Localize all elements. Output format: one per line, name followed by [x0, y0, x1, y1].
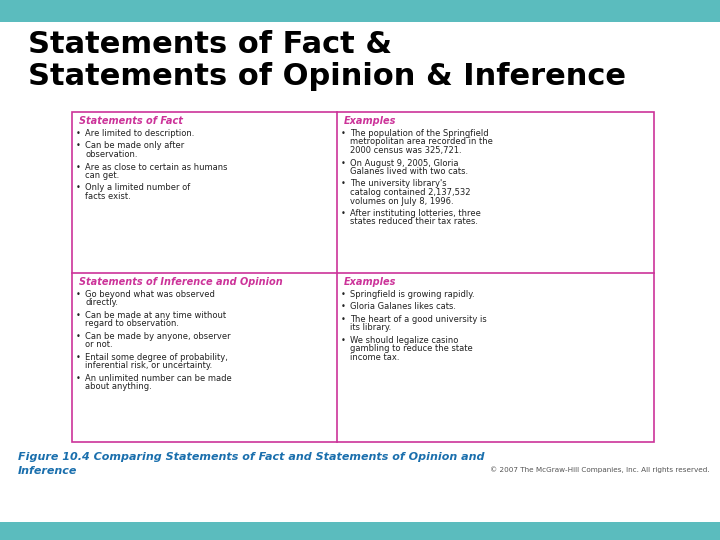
Text: Statements of Fact: Statements of Fact — [79, 116, 183, 126]
Text: •: • — [341, 302, 346, 311]
Text: •: • — [341, 179, 346, 188]
Text: its library.: its library. — [350, 323, 391, 332]
Text: income tax.: income tax. — [350, 353, 400, 362]
Text: Statements of Opinion & Inference: Statements of Opinion & Inference — [28, 62, 626, 91]
Text: Can be made at any time without: Can be made at any time without — [85, 310, 226, 320]
Text: Are as close to certain as humans: Are as close to certain as humans — [85, 163, 228, 172]
Text: Can be made by anyone, observer: Can be made by anyone, observer — [85, 332, 230, 341]
Text: states reduced their tax rates.: states reduced their tax rates. — [350, 218, 478, 226]
Text: metropolitan area recorded in the: metropolitan area recorded in the — [350, 138, 492, 146]
Text: catalog contained 2,137,532: catalog contained 2,137,532 — [350, 188, 470, 197]
Text: Statements of Fact &: Statements of Fact & — [28, 30, 392, 59]
Text: Statements of Inference and Opinion: Statements of Inference and Opinion — [79, 276, 283, 287]
Text: Can be made only after: Can be made only after — [85, 141, 184, 151]
Text: facts exist.: facts exist. — [85, 192, 131, 201]
Text: volumes on July 8, 1996.: volumes on July 8, 1996. — [350, 197, 454, 206]
Text: •: • — [76, 332, 81, 341]
Text: Examples: Examples — [344, 116, 396, 126]
Text: Are limited to description.: Are limited to description. — [85, 129, 194, 138]
Text: •: • — [76, 374, 81, 383]
Text: •: • — [76, 163, 81, 172]
Bar — [0, 0, 720, 22]
Text: or not.: or not. — [85, 340, 112, 349]
Text: The population of the Springfield: The population of the Springfield — [350, 129, 488, 138]
Text: Gloria Galanes likes cats.: Gloria Galanes likes cats. — [350, 302, 456, 311]
Text: •: • — [341, 315, 346, 323]
Text: © 2007 The McGraw-Hill Companies, Inc. All rights reserved.: © 2007 The McGraw-Hill Companies, Inc. A… — [490, 466, 710, 472]
Text: •: • — [341, 129, 346, 138]
Text: about anything.: about anything. — [85, 382, 152, 391]
Text: The heart of a good university is: The heart of a good university is — [350, 315, 487, 323]
Text: •: • — [76, 184, 81, 192]
Text: directly.: directly. — [85, 298, 118, 307]
Text: •: • — [341, 336, 346, 345]
Text: Figure 10.4 Comparing Statements of Fact and Statements of Opinion and: Figure 10.4 Comparing Statements of Fact… — [18, 452, 485, 462]
Text: Springfield is growing rapidly.: Springfield is growing rapidly. — [350, 289, 474, 299]
Text: •: • — [76, 129, 81, 138]
Bar — [72, 112, 654, 442]
Text: •: • — [341, 289, 346, 299]
Text: •: • — [76, 353, 81, 362]
Text: •: • — [76, 289, 81, 299]
Bar — [0, 522, 720, 540]
Text: •: • — [76, 141, 81, 151]
Text: observation.: observation. — [85, 150, 138, 159]
Text: On August 9, 2005, Gloria: On August 9, 2005, Gloria — [350, 159, 459, 167]
Text: •: • — [341, 209, 346, 218]
Text: Examples: Examples — [344, 276, 396, 287]
Text: gambling to reduce the state: gambling to reduce the state — [350, 344, 472, 353]
Text: After instituting lotteries, three: After instituting lotteries, three — [350, 209, 481, 218]
Text: Entail some degree of probability,: Entail some degree of probability, — [85, 353, 228, 362]
Text: can get.: can get. — [85, 171, 120, 180]
Text: Inference: Inference — [18, 466, 77, 476]
Text: Only a limited number of: Only a limited number of — [85, 184, 190, 192]
Text: •: • — [76, 310, 81, 320]
Bar — [0, 22, 720, 110]
Text: inferential risk, or uncertainty.: inferential risk, or uncertainty. — [85, 361, 212, 370]
Text: Galanes lived with two cats.: Galanes lived with two cats. — [350, 167, 468, 176]
Text: 2000 census was 325,721.: 2000 census was 325,721. — [350, 146, 462, 155]
Text: An unlimited number can be made: An unlimited number can be made — [85, 374, 232, 383]
Text: •: • — [341, 159, 346, 167]
Text: We should legalize casino: We should legalize casino — [350, 336, 458, 345]
Text: The university library's: The university library's — [350, 179, 446, 188]
Text: Go beyond what was observed: Go beyond what was observed — [85, 289, 215, 299]
Text: regard to observation.: regard to observation. — [85, 319, 179, 328]
